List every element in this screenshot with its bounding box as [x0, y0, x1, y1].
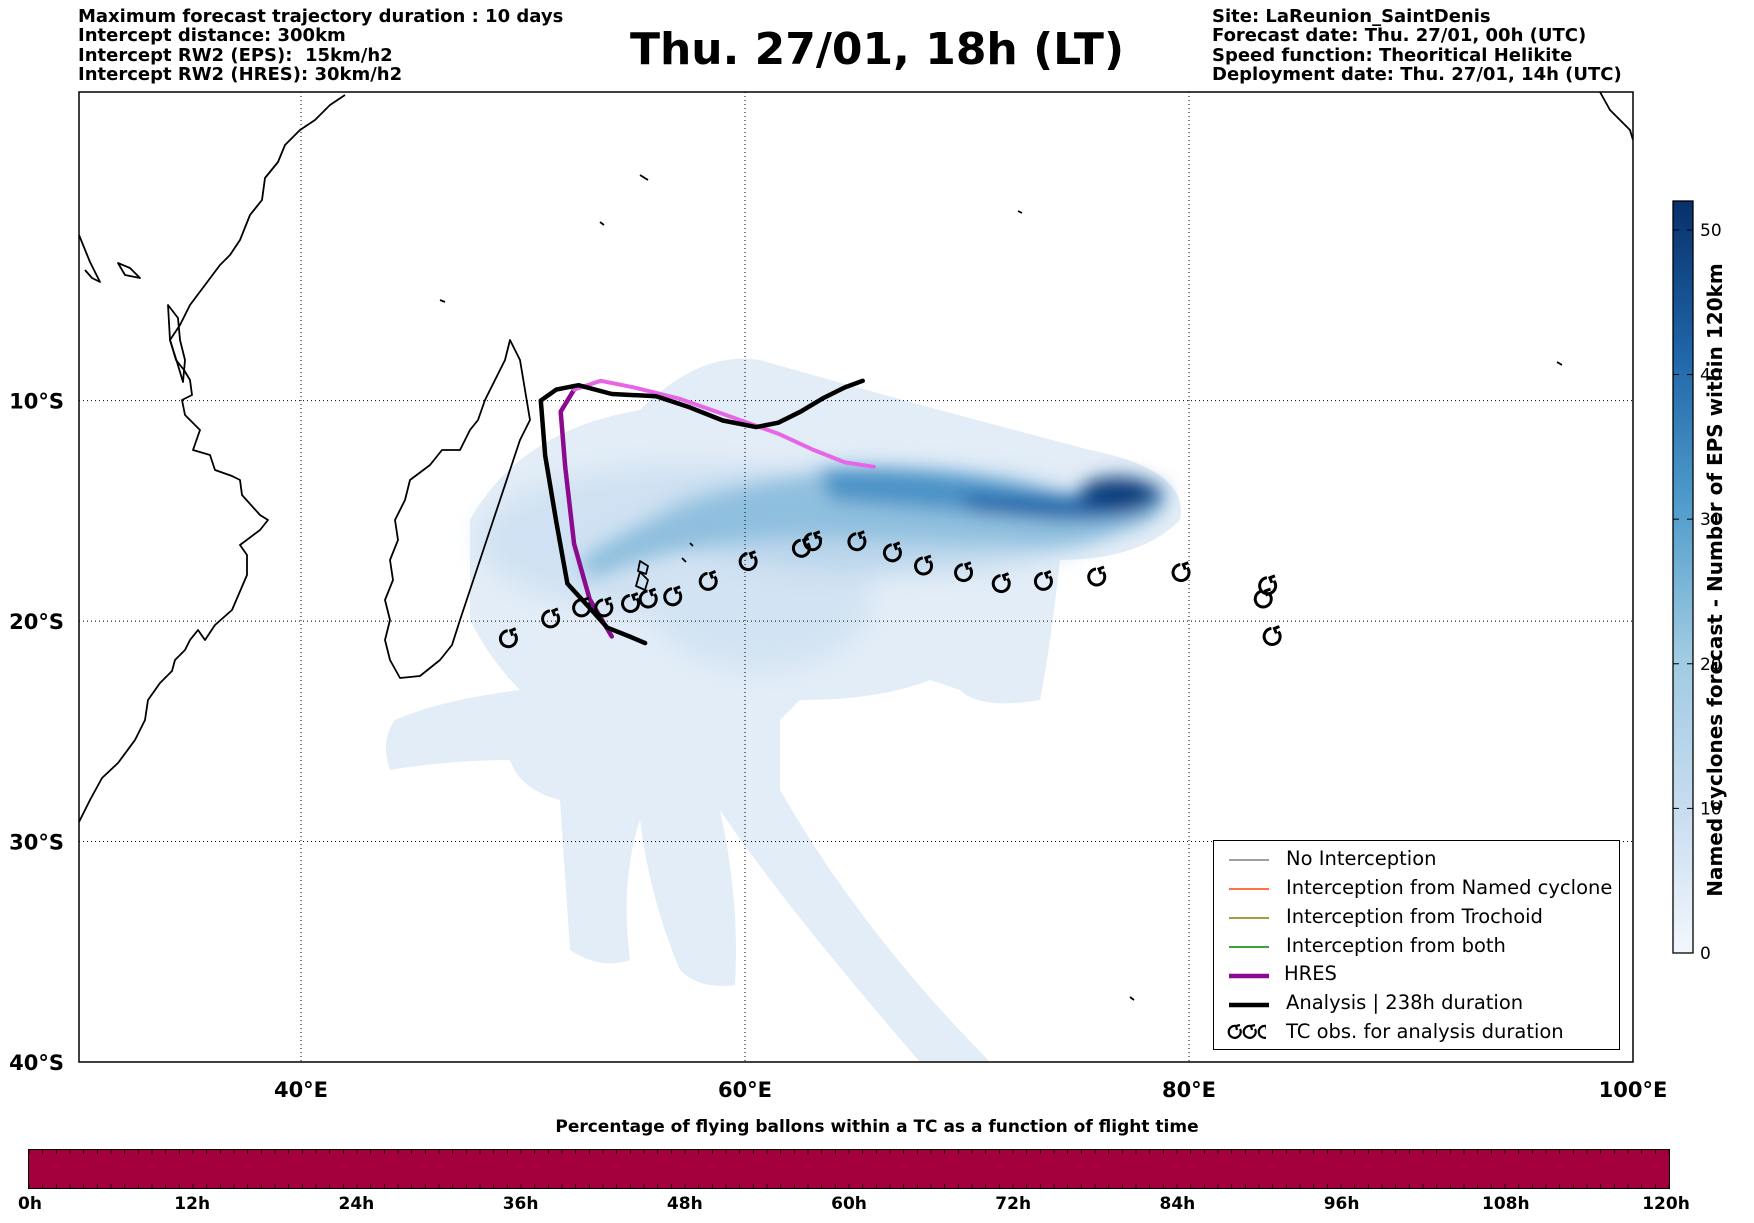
time-label: 108h — [1482, 1194, 1530, 1214]
legend-label: Interception from Trochoid — [1286, 905, 1543, 928]
header-left-line-2: Intercept distance: 300km — [78, 25, 346, 46]
colorbar-tick-label: 40 — [1700, 366, 1722, 386]
cyclone-symbol-icon — [638, 587, 658, 609]
cyclone-symbol-icon — [803, 530, 822, 552]
time-label: 0h — [18, 1194, 42, 1214]
time-label: 60h — [831, 1194, 867, 1214]
legend-label: Analysis | 238h duration — [1286, 991, 1524, 1014]
hres-track-extension — [572, 378, 876, 469]
colorbar-label: Named cyclones forecast - Number of EPS … — [1703, 263, 1727, 897]
time-label: 36h — [502, 1194, 539, 1214]
time-label: 72h — [995, 1194, 1032, 1214]
cyclone-symbol-icon — [1171, 561, 1191, 583]
legend-swatch-both — [1229, 946, 1269, 948]
cyclone-symbol-icon — [954, 561, 973, 583]
latitude-ticks: 10°S 20°S 30°S 40°S — [9, 390, 64, 1075]
lon-tick-label: 80°E — [1162, 1078, 1216, 1102]
cyclone-symbol-icon — [1262, 625, 1282, 646]
legend-swatch-named-cyclone — [1229, 888, 1269, 890]
header-right-line-4: Deployment date: Thu. 27/01, 14h (UTC) — [1212, 64, 1622, 85]
cyclone-symbol-icon — [572, 596, 592, 618]
legend: No Interception Interception from Named … — [1213, 840, 1620, 1050]
time-label: 96h — [1323, 1194, 1360, 1214]
cyclone-symbol-icon — [1087, 565, 1107, 587]
cyclone-symbol-icon — [847, 530, 867, 552]
time-label: 12h — [174, 1194, 211, 1214]
legend-label: TC obs. for analysis duration — [1286, 1020, 1564, 1043]
header-right-line-1: Site: LaReunion_SaintDenis — [1212, 6, 1491, 27]
longitude-ticks: 40°E 60°E 80°E 100°E — [274, 1078, 1667, 1102]
legend-swatch-no-interception — [1229, 859, 1269, 861]
colorbar-tick-label: 10 — [1700, 799, 1722, 819]
hres-track — [558, 387, 615, 639]
colorbar-ticks: 0 10 20 30 40 50 — [1673, 221, 1722, 964]
header-right-line-3: Speed function: Theoritical Helikite — [1212, 45, 1573, 66]
cyclone-symbol-icon — [698, 570, 718, 591]
cyclone-symbol-icon — [1258, 574, 1278, 596]
ensemble-density-field — [386, 358, 1181, 1062]
lon-tick-label: 100°E — [1599, 1078, 1668, 1102]
cyclone-symbol-icon — [991, 572, 1011, 594]
colorbar-tick-label: 30 — [1700, 510, 1722, 530]
lat-tick-label: 10°S — [9, 390, 64, 414]
colorbar-tick-label: 50 — [1700, 221, 1722, 241]
map-frame — [78, 91, 1634, 1063]
legend-swatch-analysis — [1229, 1002, 1269, 1008]
timebar-title: Percentage of flying ballons within a TC… — [555, 1117, 1199, 1137]
lon-tick-label: 60°E — [718, 1078, 772, 1102]
legend-label: No Interception — [1286, 847, 1437, 870]
cyclone-symbol-icon — [621, 592, 640, 613]
lat-tick-label: 20°S — [9, 610, 64, 634]
colorbar — [1672, 200, 1694, 954]
timebar-ticks — [29, 1150, 1669, 1188]
cyclone-symbol-icon — [498, 627, 518, 649]
cyclone-symbol-icon — [914, 554, 933, 576]
cyclone-symbol-icon — [1227, 1023, 1266, 1039]
header-left-line-4: Intercept RW2 (HRES): 30km/h2 — [78, 64, 403, 85]
cyclone-symbol-icon — [663, 585, 683, 607]
legend-label: Interception from both — [1286, 934, 1506, 957]
lon-tick-label: 40°E — [274, 1078, 328, 1102]
legend-swatch-hres — [1229, 973, 1269, 979]
legend-label: HRES — [1284, 962, 1337, 985]
legend-swatch-trochoid — [1229, 917, 1269, 919]
time-label: 48h — [666, 1194, 703, 1214]
time-label: 120h — [1642, 1194, 1690, 1214]
lat-tick-label: 40°S — [9, 1051, 64, 1075]
header-right-line-2: Forecast date: Thu. 27/01, 00h (UTC) — [1212, 25, 1587, 46]
time-label: 84h — [1159, 1194, 1196, 1214]
legend-label: Interception from Named cyclone — [1286, 876, 1613, 899]
cyclone-symbol-icon — [1033, 570, 1053, 591]
lat-tick-label: 30°S — [9, 831, 64, 855]
cyclone-symbol-icon — [882, 541, 902, 563]
time-label: 24h — [338, 1194, 375, 1214]
header-left-line-3: Intercept RW2 (EPS): 15km/h2 — [78, 45, 393, 66]
tc-observations — [498, 530, 1282, 649]
flight-time-bar — [28, 1149, 1670, 1189]
colorbar-tick-label: 0 — [1700, 944, 1711, 964]
map-title: Thu. 27/01, 18h (LT) — [629, 24, 1125, 75]
colorbar-tick-label: 20 — [1700, 655, 1722, 675]
cyclone-symbol-icon — [594, 596, 614, 618]
cyclone-symbol-icon — [541, 607, 561, 629]
cyclone-symbol-icon — [738, 550, 758, 572]
header-left-line-1: Maximum forecast trajectory duration : 1… — [78, 6, 564, 27]
